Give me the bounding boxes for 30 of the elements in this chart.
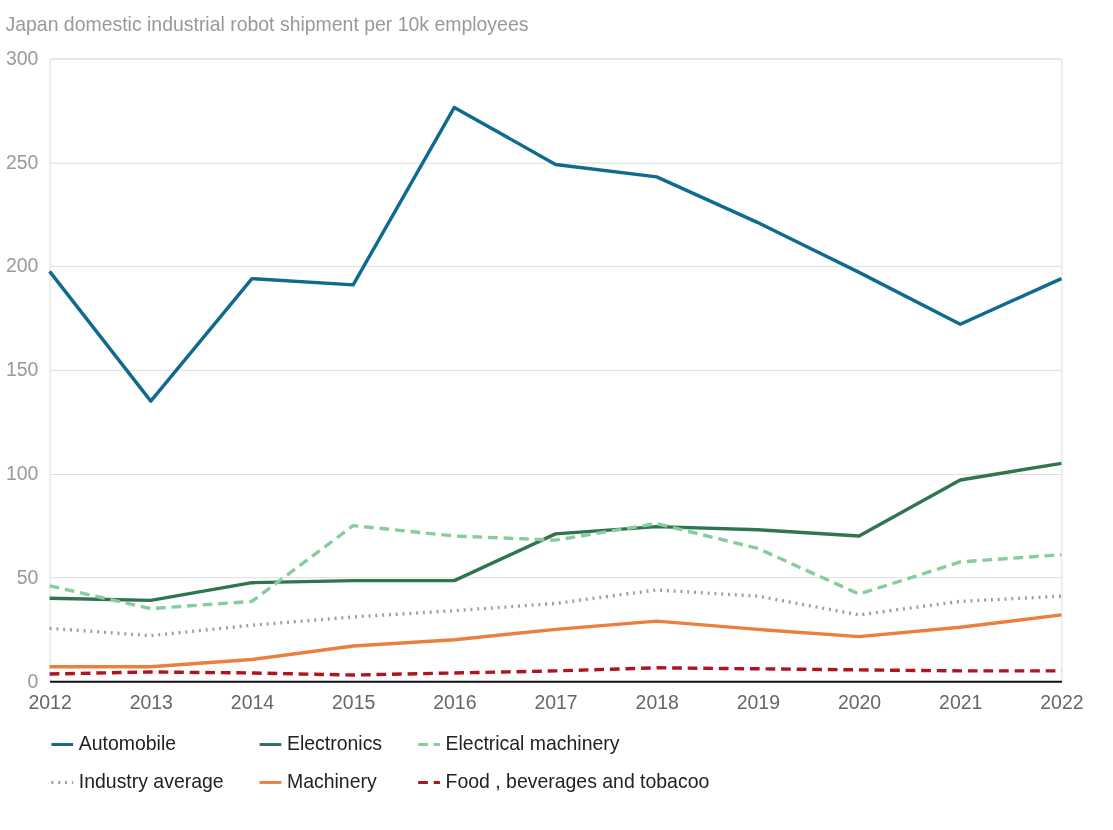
x-tick-label: 2013 xyxy=(129,691,173,713)
legend-label: Food , beverages and tobacoo xyxy=(445,770,710,793)
x-tick-label: 2015 xyxy=(332,691,376,713)
x-tick-label: 2016 xyxy=(433,691,477,713)
x-tick-label: 2020 xyxy=(837,691,882,713)
legend-label: Electronics xyxy=(287,732,383,755)
x-tick-label: 2019 xyxy=(736,691,780,713)
y-tick-label: 0 xyxy=(27,669,39,692)
x-tick-label: 2022 xyxy=(1040,691,1084,713)
line-series xyxy=(47,105,1064,403)
y-tick-label: 150 xyxy=(5,358,39,381)
line-series xyxy=(47,521,1064,611)
line-series xyxy=(47,588,1064,638)
x-tick-label: 2012 xyxy=(28,691,72,713)
line-series xyxy=(47,613,1064,669)
y-tick-label: 250 xyxy=(5,150,39,173)
chart-title: Japan domestic industrial robot shipment per 10k employees xyxy=(5,13,529,36)
y-tick-label: 100 xyxy=(5,462,39,485)
x-tick-label: 2014 xyxy=(230,691,275,713)
legend-label: Automobile xyxy=(78,732,177,755)
x-tick-label: 2017 xyxy=(534,691,578,713)
line-series xyxy=(47,461,1064,603)
x-tick-label: 2018 xyxy=(635,691,679,713)
legend-label: Electrical machinery xyxy=(445,732,620,755)
y-tick-label: 200 xyxy=(5,254,39,277)
x-tick-label: 2021 xyxy=(939,691,983,713)
legend-label: Industry average xyxy=(78,770,224,793)
y-tick-label: 50 xyxy=(16,565,39,588)
y-tick-label: 300 xyxy=(5,46,39,69)
legend-label: Machinery xyxy=(287,770,377,793)
